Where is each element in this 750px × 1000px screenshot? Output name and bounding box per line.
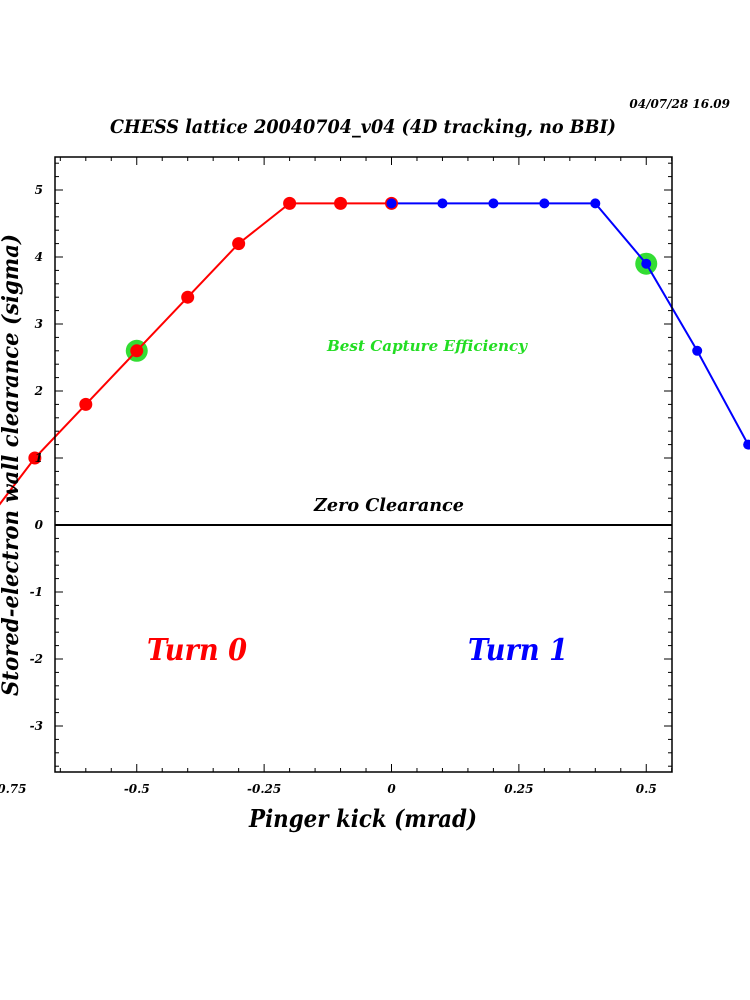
y-tick-label: 4	[35, 250, 43, 264]
x-tick-label: -0.75	[0, 782, 26, 796]
plot-frame	[54, 156, 673, 773]
series-line-turn-0	[0, 202, 392, 506]
data-point-turn-0	[334, 196, 348, 210]
best-capture-efficiency-label: Best Capture Efficiency	[326, 337, 528, 355]
zero-clearance-label: Zero Clearance	[313, 495, 464, 516]
data-point-turn-1	[386, 198, 397, 209]
data-point-turn-0	[28, 451, 42, 465]
y-tick-label: 3	[35, 317, 43, 331]
y-tick-label: 5	[35, 183, 43, 197]
data-point-turn-1	[743, 439, 750, 450]
data-point-turn-0	[181, 290, 195, 304]
y-tick-label: -2	[30, 652, 43, 666]
data-point-turn-1	[590, 198, 601, 209]
y-tick-label: 2	[34, 384, 43, 398]
x-axis-label: Pinger kick (mrad)	[248, 804, 477, 833]
turn-1-label: Turn 1	[468, 633, 568, 668]
chart-title: CHESS lattice 20040704_v04 (4D tracking,…	[110, 116, 616, 138]
data-point-turn-1	[488, 198, 499, 209]
x-tick-label: 0	[387, 782, 396, 796]
data-point-turn-1	[539, 198, 550, 209]
x-tick-label: -0.5	[124, 782, 150, 796]
timestamp: 04/07/28 16.09	[629, 97, 730, 111]
series-line-turn-1	[391, 202, 750, 450]
data-point-turn-1	[641, 258, 652, 269]
data-point-turn-0	[130, 344, 144, 358]
y-tick-label: -1	[30, 585, 43, 599]
turn-0-label: Turn 0	[147, 633, 247, 668]
data-point-turn-0	[79, 397, 93, 411]
x-tick-label: 0.25	[504, 782, 533, 796]
data-point-turn-1	[437, 198, 448, 209]
x-tick-label: 0.5	[636, 782, 657, 796]
x-tick-label: -0.25	[247, 782, 281, 796]
series-layer	[0, 196, 750, 506]
data-point-turn-0	[283, 196, 297, 210]
y-tick-label: 0	[35, 518, 44, 532]
y-tick-label: 1	[35, 451, 43, 465]
data-point-turn-0	[232, 237, 246, 251]
y-tick-label: -3	[30, 719, 43, 733]
data-point-turn-1	[692, 345, 703, 356]
y-axis-label: Stored-electron wall clearance (sigma)	[0, 234, 24, 696]
axis-layer: -1.25-1-0.75-0.5-0.2500.250.50.751-3-2-1…	[0, 156, 673, 796]
